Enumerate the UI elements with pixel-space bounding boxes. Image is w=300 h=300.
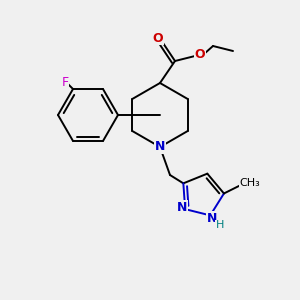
Text: N: N [177,201,187,214]
Text: O: O [195,49,205,62]
Text: N: N [155,140,165,154]
Text: CH₃: CH₃ [240,178,260,188]
Text: O: O [153,32,163,44]
Text: N: N [207,212,217,225]
Text: H: H [216,220,224,230]
Text: F: F [61,76,69,88]
